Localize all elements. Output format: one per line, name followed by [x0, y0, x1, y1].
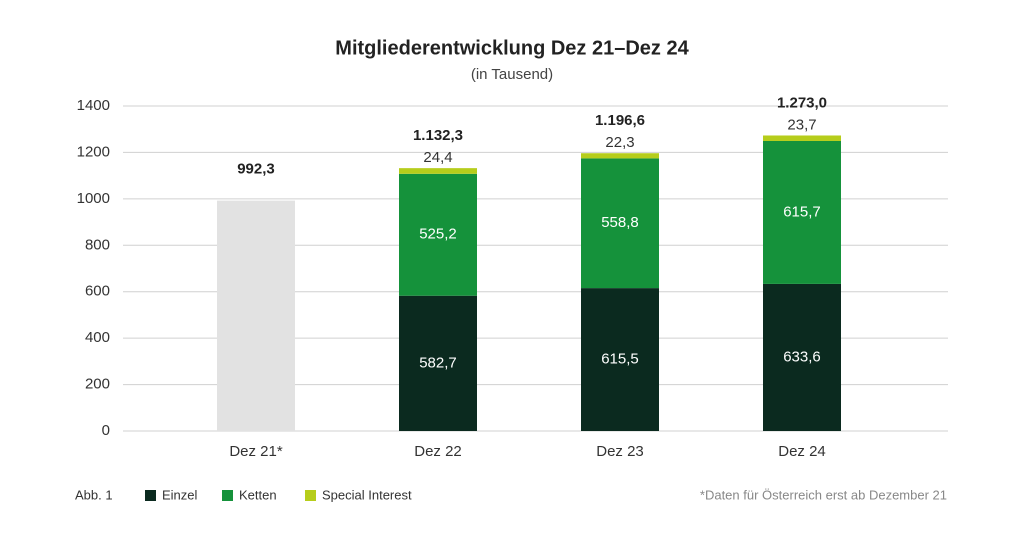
bar-segment — [763, 135, 841, 141]
y-tick-label: 800 — [85, 236, 110, 253]
x-tick-label: Dez 21* — [229, 443, 283, 460]
total-bar — [217, 200, 295, 431]
y-tick-label: 600 — [85, 283, 110, 300]
chart-title: Mitgliederentwicklung Dez 21–Dez 24 — [335, 37, 689, 59]
chart-subtitle: (in Tausend) — [471, 66, 553, 83]
footnote: *Daten für Österreich erst ab Dezember 2… — [700, 487, 947, 502]
total-label: 992,3 — [237, 161, 275, 178]
legend-prefix: Abb. 1 — [75, 487, 113, 502]
y-tick-label: 0 — [102, 422, 110, 439]
x-tick-label: Dez 23 — [596, 443, 644, 460]
legend-swatch — [222, 490, 233, 501]
legend-label: Special Interest — [322, 487, 412, 502]
value-label: 24,4 — [423, 149, 452, 166]
legend-label: Ketten — [239, 487, 277, 502]
x-tick-label: Dez 24 — [778, 443, 826, 460]
x-tick-label: Dez 22 — [414, 443, 462, 460]
total-label: 1.196,6 — [595, 112, 645, 129]
bar-segment — [763, 283, 841, 431]
value-label: 615,7 — [783, 203, 821, 220]
y-tick-label: 1200 — [77, 143, 110, 160]
value-label: 615,5 — [601, 351, 639, 368]
y-tick-label: 1400 — [77, 97, 110, 114]
bar-segment — [399, 173, 477, 296]
bar-segment — [399, 168, 477, 174]
value-label: 558,8 — [601, 214, 639, 231]
bar-segment — [581, 153, 659, 159]
legend-label: Einzel — [162, 487, 198, 502]
legend-swatch — [145, 490, 156, 501]
bar-segment — [399, 295, 477, 431]
y-tick-label: 400 — [85, 329, 110, 346]
total-label: 1.132,3 — [413, 127, 463, 144]
value-label: 633,6 — [783, 348, 821, 365]
total-label: 1.273,0 — [777, 94, 827, 111]
value-label: 582,7 — [419, 354, 457, 371]
value-label: 525,2 — [419, 226, 457, 243]
value-label: 23,7 — [787, 116, 816, 133]
value-label: 22,3 — [605, 134, 634, 151]
bar-segment — [763, 140, 841, 284]
y-tick-label: 1000 — [77, 190, 110, 207]
legend-swatch — [305, 490, 316, 501]
y-tick-label: 200 — [85, 376, 110, 393]
bar-segment — [581, 288, 659, 431]
bar-segment — [581, 158, 659, 289]
